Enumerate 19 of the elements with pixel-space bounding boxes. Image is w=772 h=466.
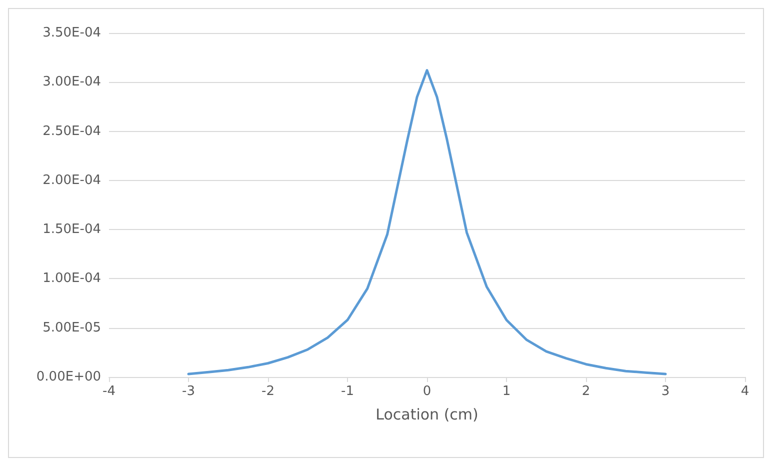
x-tick-label: 2	[582, 384, 590, 399]
x-tick-label: 4	[740, 384, 750, 399]
x-tick-label: -4	[102, 384, 116, 399]
y-tick-label: 3.50E-04	[42, 26, 101, 40]
y-tick-label: 2.50E-04	[42, 124, 101, 139]
line-series	[187, 69, 667, 376]
y-tick-label: 2.00E-04	[42, 172, 101, 188]
y-tick-label: 3.00E-04	[42, 74, 101, 90]
y-tick-label: 1.50E-04	[42, 222, 101, 238]
x-tick-label: -3	[182, 384, 195, 399]
x-tick-label: 1	[502, 384, 511, 399]
x-tick-label: 3	[661, 384, 670, 399]
x-tick-label: -1	[341, 384, 354, 399]
y-tick-label: 0.00E+00	[36, 370, 101, 384]
x-tick-label: 0	[422, 384, 432, 399]
x-tick-label: -2	[262, 384, 274, 399]
y-tick-label: 1.00E-04	[42, 271, 101, 286]
y-tick-label: 5.00E-05	[42, 320, 101, 336]
x-axis-title: Location (cm)	[376, 406, 478, 424]
